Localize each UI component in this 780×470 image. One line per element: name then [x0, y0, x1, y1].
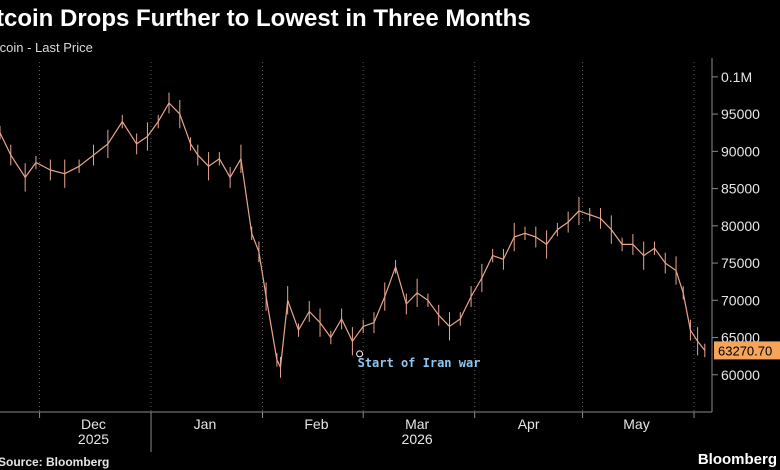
y-tick-label: 60000: [721, 367, 760, 383]
y-tick-label: 70000: [721, 292, 760, 308]
x-tick-label: Dec: [81, 416, 106, 432]
series-line: [0, 102, 706, 368]
y-tick-label: 85000: [721, 181, 760, 197]
bloomberg-logo: Bloomberg: [698, 451, 777, 468]
chart-subtitle: tcoin - Last Price: [0, 40, 93, 55]
x-tick-label: Jan: [194, 416, 217, 432]
x-year-label: 2026: [402, 431, 433, 447]
annotation-marker: [356, 350, 364, 358]
last-price-box: [714, 341, 780, 360]
y-tick-label: 90000: [721, 143, 760, 159]
annotation-label: Start of Iran war: [358, 356, 481, 370]
x-year-label: 2025: [78, 431, 109, 447]
x-tick-label: May: [623, 416, 649, 432]
y-tick-label: 0.1M: [721, 69, 752, 85]
chart-title: tcoin Drops Further to Lowest in Three M…: [0, 5, 531, 32]
last-price-label: 63270.70: [718, 343, 772, 358]
y-tick-label: 80000: [721, 218, 760, 234]
x-tick-label: Feb: [304, 416, 328, 432]
y-tick-label: 95000: [721, 106, 760, 122]
source-note: Source: Bloomberg: [0, 455, 109, 469]
x-tick-label: Apr: [518, 416, 540, 432]
y-tick-label: 75000: [721, 255, 760, 271]
x-tick-label: Mar: [405, 416, 429, 432]
